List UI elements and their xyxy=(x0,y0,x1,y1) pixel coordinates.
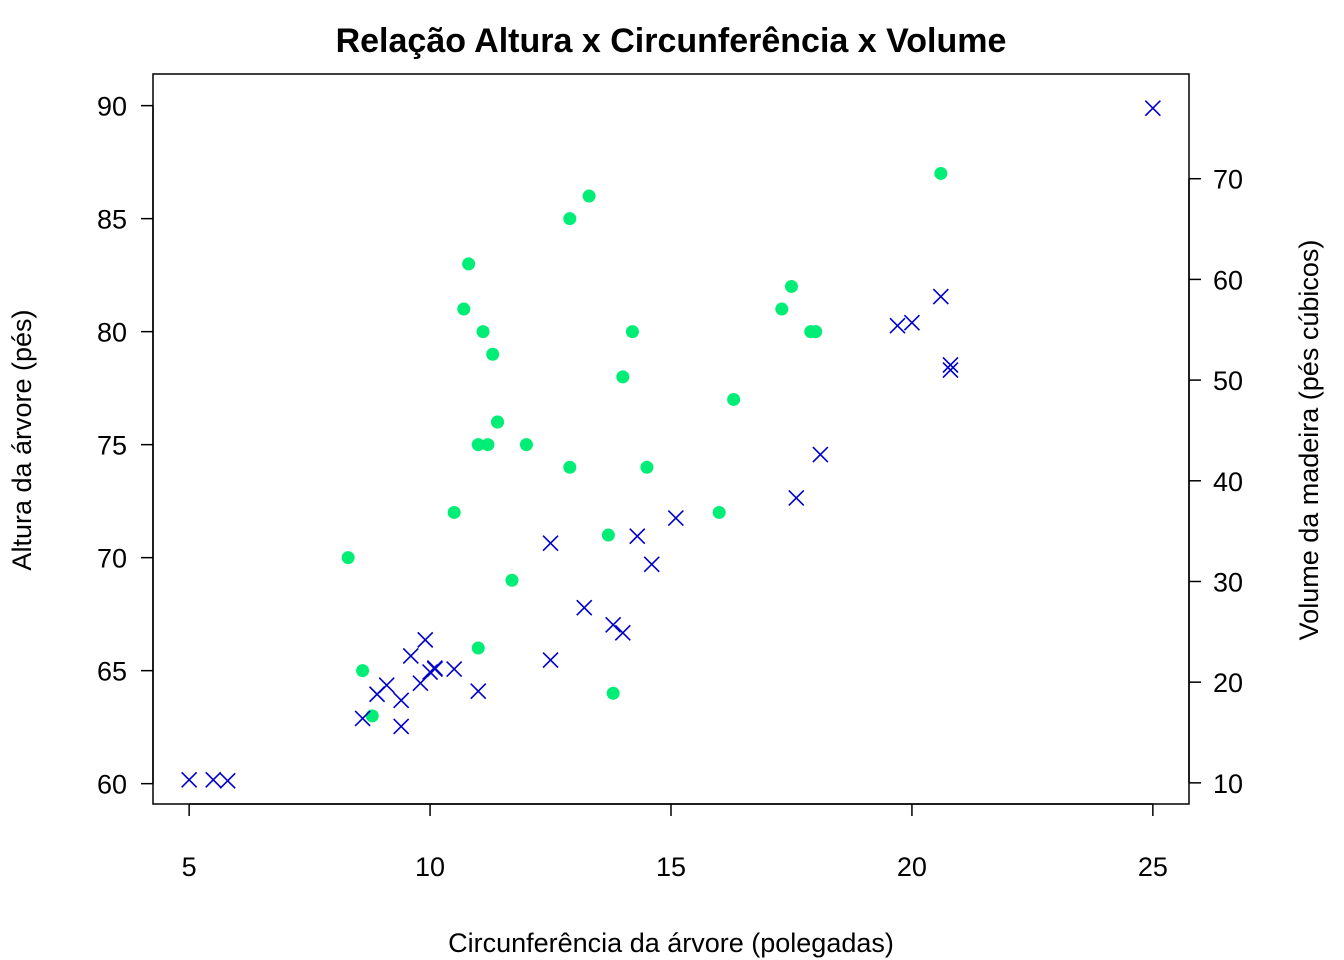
height-point xyxy=(616,370,630,384)
height-point xyxy=(775,302,789,316)
height-point xyxy=(486,347,500,361)
volume-point xyxy=(667,509,684,527)
y-left-tick-label: 65 xyxy=(97,657,127,687)
x-tick-label: 20 xyxy=(897,852,927,882)
volume-point xyxy=(1144,100,1161,117)
axes: 5 10 15 20 25 60 65 70 75 80 85 90 10 20 30 40 50 60 70 xyxy=(97,92,1243,882)
y-left-tick-label: 80 xyxy=(97,318,127,348)
x-axis-label: Circunferência da árvore (polegadas) xyxy=(448,928,894,958)
volume-point xyxy=(812,446,829,463)
height-point xyxy=(471,438,485,452)
y-right-tick-label: 10 xyxy=(1213,769,1243,799)
x-tick-label: 15 xyxy=(656,852,686,882)
volume-point xyxy=(412,675,429,692)
height-point xyxy=(447,505,461,519)
volume-point xyxy=(629,528,646,545)
height-point xyxy=(934,166,948,180)
y-left-tick-label: 85 xyxy=(97,205,127,235)
volume-point xyxy=(643,556,660,573)
chart-title: Relação Altura x Circunferência x Volume xyxy=(336,22,1007,60)
data-marks xyxy=(181,100,1161,789)
volume-point xyxy=(393,718,410,735)
height-point xyxy=(519,438,533,452)
y-right-tick-label: 50 xyxy=(1213,366,1243,396)
volume-point xyxy=(417,631,434,648)
height-point xyxy=(640,460,654,474)
x-tick-label: 5 xyxy=(182,852,197,882)
height-point xyxy=(356,664,370,678)
volume-point xyxy=(181,771,198,788)
height-point xyxy=(712,505,726,519)
y-right-tick-label: 30 xyxy=(1213,567,1243,597)
height-point xyxy=(563,460,577,474)
y-axis-right-label: Volume da madeira (pés cúbicos) xyxy=(1294,240,1324,641)
height-point xyxy=(784,279,798,293)
volume-point xyxy=(942,356,959,374)
volume-point xyxy=(354,710,371,727)
volume-point xyxy=(219,772,236,789)
volume-point xyxy=(426,661,443,678)
volume-point xyxy=(205,771,222,788)
volume-point xyxy=(542,651,559,669)
volume-point xyxy=(889,317,906,334)
volume-point xyxy=(576,599,593,616)
y-left-tick-label: 70 xyxy=(97,544,127,574)
volume-point xyxy=(378,677,395,694)
plot-frame xyxy=(152,73,1190,805)
height-point xyxy=(341,551,355,565)
height-point xyxy=(462,257,476,271)
height-point xyxy=(505,573,519,587)
y-left-tick-label: 60 xyxy=(97,770,127,800)
volume-point xyxy=(402,647,419,665)
y-left-tick-label: 90 xyxy=(97,92,127,122)
volume-point xyxy=(446,661,463,678)
height-point xyxy=(625,325,639,339)
height-point xyxy=(563,212,577,226)
volume-point xyxy=(942,361,959,379)
y-right-tick-label: 20 xyxy=(1213,668,1243,698)
volume-point xyxy=(932,288,949,305)
height-point xyxy=(601,528,615,542)
volume-point xyxy=(542,535,559,552)
volume-point xyxy=(903,314,920,331)
height-point xyxy=(481,438,495,452)
height-point xyxy=(365,709,379,723)
height-point xyxy=(457,302,471,316)
x-tick-label: 10 xyxy=(415,852,445,882)
volume-point xyxy=(470,683,487,700)
height-point xyxy=(582,189,596,203)
height-point xyxy=(491,415,505,429)
volume-point xyxy=(788,489,805,506)
volume-point xyxy=(393,692,410,709)
x-tick-label: 25 xyxy=(1138,852,1168,882)
height-point xyxy=(476,325,490,339)
height-point xyxy=(727,392,741,406)
y-left-tick-label: 75 xyxy=(97,431,127,461)
volume-point xyxy=(605,616,622,633)
y-right-tick-label: 60 xyxy=(1213,265,1243,295)
height-point xyxy=(809,325,823,339)
height-point xyxy=(606,686,620,700)
y-axis-left-label: Altura da árvore (pés) xyxy=(7,309,37,570)
y-right-tick-label: 70 xyxy=(1213,165,1243,195)
volume-point xyxy=(614,624,631,641)
y-right-tick-label: 40 xyxy=(1213,467,1243,497)
height-point xyxy=(471,641,485,655)
